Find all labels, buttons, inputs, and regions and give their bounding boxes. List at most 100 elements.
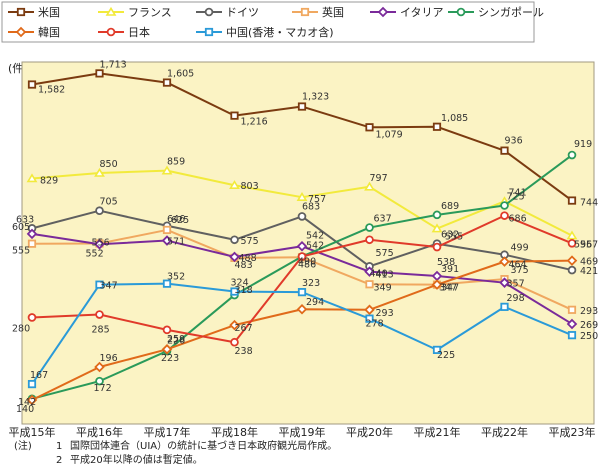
data-label: 421 bbox=[580, 266, 598, 277]
data-label: 298 bbox=[507, 293, 525, 304]
data-point bbox=[94, 361, 105, 373]
data-point bbox=[95, 310, 104, 319]
data-point bbox=[162, 279, 172, 288]
data-label: 596 bbox=[574, 240, 592, 251]
data-label: 357 bbox=[507, 279, 525, 290]
data-label: 140 bbox=[16, 404, 34, 415]
data-point bbox=[95, 280, 104, 289]
legend-item-日本: 日本 bbox=[98, 25, 150, 39]
data-point bbox=[162, 78, 172, 87]
x-tick-label: 平成23年 bbox=[549, 425, 596, 439]
legend-label: イタリア bbox=[400, 6, 444, 19]
data-label: 142 bbox=[18, 397, 36, 408]
series-米国 bbox=[27, 69, 577, 205]
legend-item-シンガポール: シンガポール bbox=[448, 6, 544, 19]
data-point bbox=[230, 287, 239, 296]
x-tick-label: 平成16年 bbox=[76, 425, 123, 439]
data-label: 349 bbox=[374, 282, 392, 293]
data-point bbox=[432, 122, 442, 131]
data-point bbox=[365, 280, 374, 289]
data-point bbox=[567, 265, 577, 275]
series-中国-香港-マカオ含- bbox=[27, 279, 577, 389]
legend-item-米国: 米国 bbox=[8, 6, 60, 19]
footnote-number: 2 bbox=[56, 455, 63, 466]
legend-label: 英国 bbox=[322, 5, 344, 19]
data-point bbox=[500, 302, 509, 311]
legend-swatch-marker bbox=[377, 6, 389, 18]
data-label: 1,079 bbox=[376, 129, 403, 140]
footnote-text: 平成20年以降の値は暫定値。 bbox=[70, 455, 203, 466]
data-label: 683 bbox=[302, 201, 320, 212]
data-label: 1,605 bbox=[167, 69, 194, 80]
data-label: 223 bbox=[161, 353, 179, 364]
data-label: 324 bbox=[231, 278, 249, 289]
series-日本 bbox=[27, 211, 577, 347]
data-label: 293 bbox=[376, 308, 394, 319]
data-point bbox=[365, 223, 374, 232]
data-point bbox=[364, 181, 375, 191]
data-point bbox=[567, 196, 577, 205]
data-point bbox=[431, 279, 443, 290]
legend-item-英国: 英国 bbox=[292, 5, 344, 19]
data-label: 1,085 bbox=[441, 113, 468, 124]
data-label: 486 bbox=[298, 259, 316, 270]
data-label: 375 bbox=[511, 265, 529, 276]
data-point bbox=[297, 212, 307, 221]
series-イタリア bbox=[26, 228, 578, 330]
footnote-row: (注) 1 国際団体連合（UIA）の統計に基づき日本政府観光局作成。 bbox=[14, 440, 337, 454]
legend-swatch-marker bbox=[204, 27, 214, 37]
legend-swatch-marker bbox=[105, 6, 117, 16]
data-label: 347 bbox=[441, 283, 459, 294]
data-label: 689 bbox=[441, 201, 459, 212]
data-label-layer: 1,582 1,713 1,605 1,216 1,323 1,079 1,085 936 74… bbox=[12, 59, 598, 415]
data-label: 757 bbox=[308, 194, 326, 205]
data-label: 803 bbox=[241, 181, 259, 192]
data-label: 347 bbox=[439, 283, 457, 294]
legend-label: シンガポール bbox=[478, 6, 544, 19]
data-point bbox=[431, 223, 443, 233]
legend-label: ドイツ bbox=[226, 6, 259, 19]
data-point bbox=[27, 313, 37, 322]
data-point bbox=[432, 345, 442, 354]
data-label: 829 bbox=[40, 175, 58, 186]
data-label: 167 bbox=[30, 370, 48, 381]
legend-item-ドイツ: ドイツ bbox=[196, 6, 259, 19]
x-tick-label: 平成22年 bbox=[481, 425, 528, 439]
data-label: 347 bbox=[100, 281, 118, 292]
data-label: 293 bbox=[580, 306, 598, 317]
data-label: 352 bbox=[167, 272, 185, 283]
data-point bbox=[161, 344, 173, 355]
data-label: 225 bbox=[437, 350, 455, 361]
series-layer bbox=[26, 69, 578, 406]
data-label: 250 bbox=[580, 331, 598, 342]
data-point bbox=[499, 256, 510, 267]
data-point bbox=[567, 331, 577, 340]
data-label: 318 bbox=[235, 285, 253, 296]
data-label: 278 bbox=[366, 319, 384, 330]
legend-item-イタリア: イタリア bbox=[370, 6, 444, 19]
data-point bbox=[230, 235, 239, 245]
data-label: 285 bbox=[92, 325, 110, 336]
legend-item-中国-香港-マカオ含-: 中国(香港・マカオ含) bbox=[196, 25, 334, 39]
data-label: 571 bbox=[167, 237, 185, 248]
data-label: 744 bbox=[580, 198, 598, 209]
legend-label: 米国 bbox=[38, 6, 60, 19]
data-label: 557 bbox=[580, 239, 598, 250]
x-tick-label: 平成15年 bbox=[9, 425, 56, 439]
data-label: 552 bbox=[86, 248, 104, 259]
data-label: 850 bbox=[100, 159, 118, 170]
data-label: 1,216 bbox=[241, 117, 268, 128]
data-label: 269 bbox=[580, 320, 598, 331]
data-point bbox=[94, 239, 105, 250]
data-point bbox=[567, 305, 577, 314]
data-label: 741 bbox=[509, 187, 527, 198]
legend-swatch-marker bbox=[106, 27, 116, 37]
legend-swatch-marker bbox=[15, 26, 27, 38]
data-label: 632 bbox=[441, 230, 459, 241]
data-point bbox=[364, 304, 375, 316]
data-point bbox=[162, 325, 172, 335]
x-tick-label: 平成21年 bbox=[414, 425, 461, 439]
data-point bbox=[26, 394, 38, 406]
data-point bbox=[500, 201, 509, 210]
